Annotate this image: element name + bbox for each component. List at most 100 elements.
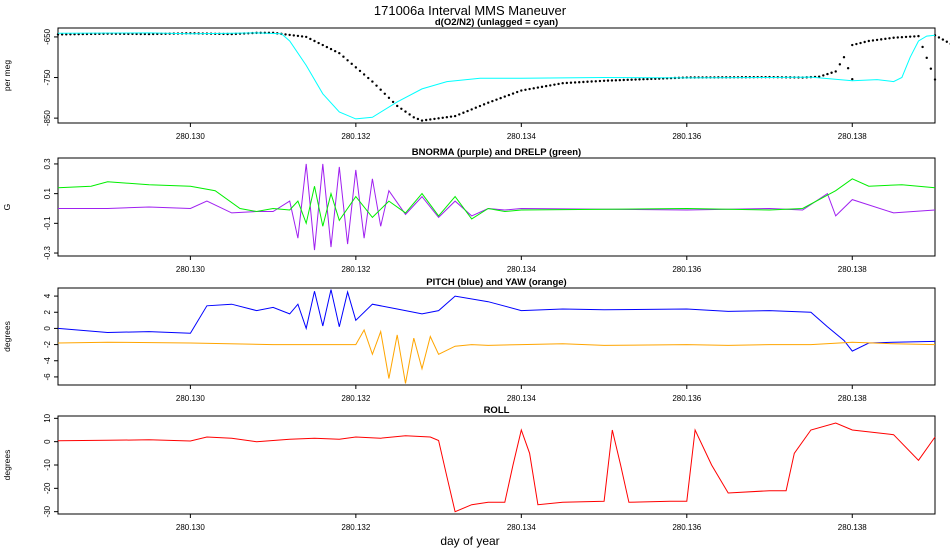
- panel-1: d(O2/N2) (unlagged = cyan) per meg 280.130…: [2, 17, 950, 141]
- x-tick-label: 280.130: [176, 523, 205, 532]
- series-1-point: [412, 116, 415, 119]
- series-1-point: [524, 88, 527, 91]
- series-1-point: [830, 71, 833, 74]
- series-1-point: [867, 39, 871, 43]
- series-1-point: [565, 81, 569, 85]
- series-1-point: [880, 38, 883, 41]
- series-1-point: [884, 37, 887, 41]
- series-1-point: [147, 32, 151, 36]
- y-tick-label: 0: [43, 326, 52, 331]
- series-1-point: [511, 92, 515, 95]
- series-1-point: [300, 35, 304, 38]
- series-1-point: [321, 43, 324, 47]
- y-tick-label: -750: [43, 69, 52, 86]
- series-1-point: [888, 37, 891, 40]
- panel-3: PITCH (blue) and YAW (orange) degrees 280.…: [2, 277, 936, 403]
- x-tick-label: 280.136: [672, 132, 701, 141]
- series-1-point: [851, 77, 854, 81]
- x-tick-label: 280.138: [838, 132, 867, 141]
- series-2-line: [57, 328, 936, 384]
- x-tick-label: 280.132: [341, 394, 370, 403]
- series-1-point: [553, 83, 556, 86]
- series-1-point: [449, 115, 453, 118]
- plot-frame: [57, 27, 936, 124]
- figure-title: 171006a Interval MMS Maneuver: [374, 3, 567, 18]
- y-tick-label: 0.1: [43, 188, 52, 200]
- series-1-point: [470, 108, 473, 111]
- x-tick-label: 280.136: [672, 265, 701, 274]
- series-1-point: [478, 104, 482, 108]
- x-tick-label: 280.138: [838, 394, 867, 403]
- series-1-point: [371, 80, 374, 83]
- y-axis-label: per meg: [2, 60, 12, 91]
- series-1-point: [549, 84, 552, 87]
- series-1-point: [540, 85, 544, 89]
- series-1-point: [618, 78, 622, 82]
- series-1-point: [503, 95, 506, 98]
- series-1-point: [342, 55, 345, 58]
- series-1-point: [842, 56, 846, 59]
- y-tick-label: -0.1: [43, 216, 52, 230]
- series-1-point: [634, 78, 637, 81]
- series-1-point: [855, 42, 858, 46]
- series-1-point: [822, 74, 825, 77]
- series-1-point: [354, 66, 358, 69]
- series-1-point: [420, 119, 424, 122]
- panel-title: BNORMA (purple) and DRELP (green): [412, 147, 581, 158]
- series-1-point: [515, 90, 519, 94]
- series-1-point: [900, 36, 904, 39]
- series-1-point: [462, 111, 465, 114]
- series-1-point: [487, 101, 490, 104]
- series-1-point: [610, 79, 614, 82]
- series-1-point: [329, 47, 333, 51]
- x-tick-label: 280.130: [176, 265, 205, 274]
- x-tick-label: 280.136: [672, 523, 701, 532]
- series-1-point: [292, 34, 295, 37]
- x-tick-label: 280.138: [838, 523, 867, 532]
- y-tick-label: 10: [43, 413, 52, 422]
- series-1-point: [362, 73, 366, 76]
- series-1-point: [917, 34, 920, 38]
- series-1-point: [573, 81, 577, 84]
- series-1-point: [594, 80, 597, 83]
- series-1-point: [826, 72, 829, 76]
- series-1-point: [614, 79, 618, 82]
- series-1-point: [358, 69, 362, 73]
- y-tick-label: 2: [43, 309, 52, 314]
- series-1-point: [325, 45, 329, 49]
- series-1-point: [387, 96, 391, 100]
- series-1-point: [851, 43, 854, 47]
- x-tick-label: 280.134: [507, 132, 536, 141]
- series-1-point: [441, 116, 444, 119]
- series-1-line: [57, 422, 936, 513]
- series-1-point: [626, 78, 629, 82]
- series-1-point: [482, 103, 486, 106]
- series-1-point: [598, 79, 602, 83]
- x-tick-label: 280.132: [341, 523, 370, 532]
- plot-frame: [57, 287, 936, 386]
- series-1-point: [520, 89, 523, 92]
- y-tick-label: -650: [43, 28, 52, 45]
- series-1-point: [305, 35, 308, 39]
- series-1-point: [650, 77, 653, 81]
- panel-4: ROLL degrees 280.130 280.132 280.134 280.136 2…: [2, 405, 936, 532]
- series-1-point: [838, 63, 842, 66]
- series-1-point: [507, 93, 511, 97]
- series-1-point: [578, 81, 581, 84]
- series-1-point: [474, 106, 478, 109]
- series-1-point: [561, 82, 564, 85]
- series-1-point: [424, 118, 428, 122]
- y-tick-label: -30: [43, 505, 52, 517]
- y-tick-label: -0.3: [43, 246, 52, 260]
- series-1-point: [313, 39, 316, 43]
- x-tick-label: 280.134: [507, 265, 536, 274]
- series-1-point: [913, 35, 916, 38]
- series-1-point: [569, 81, 573, 84]
- series-1-point: [544, 84, 548, 88]
- series-1-point: [925, 56, 928, 60]
- series-1-point: [929, 67, 933, 70]
- series-1-point: [400, 107, 403, 110]
- series-1-point: [586, 80, 589, 83]
- x-tick-label: 280.132: [341, 265, 370, 274]
- series-1-point: [346, 59, 349, 62]
